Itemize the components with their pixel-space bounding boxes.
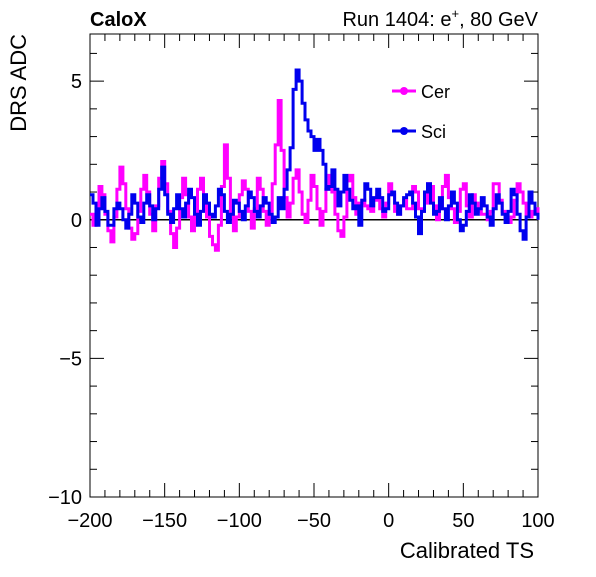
- legend-sci-label: Sci: [421, 122, 446, 142]
- x-tick-label: 100: [521, 510, 554, 532]
- series-cer-line: [90, 99, 540, 252]
- plot-frame-group: [89, 33, 539, 498]
- header-right-superscript: +: [451, 6, 459, 21]
- x-tick-label: −150: [142, 510, 187, 532]
- x-tick-label: −50: [297, 510, 331, 532]
- x-tick-label: 50: [452, 510, 474, 532]
- x-axis-title: Calibrated TS: [400, 538, 534, 563]
- header-right-label: Run 1404: e+, 80 GeV: [342, 6, 538, 31]
- x-tick-label: −200: [67, 510, 112, 532]
- legend: Cer Sci: [392, 82, 450, 142]
- y-tick-label: 0: [71, 210, 82, 232]
- series-sci-line: [90, 68, 540, 241]
- y-tick-label: −5: [59, 348, 82, 370]
- legend-cer-marker: [400, 87, 408, 95]
- axis-ticks-group: −200 −150 −100 −50 0 50 100−10−505: [48, 34, 555, 532]
- x-tick-label: −100: [217, 510, 262, 532]
- x-tick-label: 0: [383, 510, 394, 532]
- plot-frame: [89, 33, 539, 498]
- header-left-label: CaloX: [90, 9, 147, 31]
- legend-sci-marker: [400, 127, 408, 135]
- header-right-prefix: Run 1404: e: [342, 9, 451, 31]
- series-group: [90, 68, 540, 252]
- legend-cer-label: Cer: [421, 82, 450, 102]
- y-tick-label: −10: [48, 487, 82, 509]
- header-right-suffix: , 80 GeV: [459, 9, 539, 31]
- labels-group: CaloX Run 1404: e+, 80 GeV Calibrated TS…: [6, 6, 539, 563]
- y-axis-title: DRS ADC: [6, 34, 31, 132]
- y-tick-label: 5: [71, 71, 82, 93]
